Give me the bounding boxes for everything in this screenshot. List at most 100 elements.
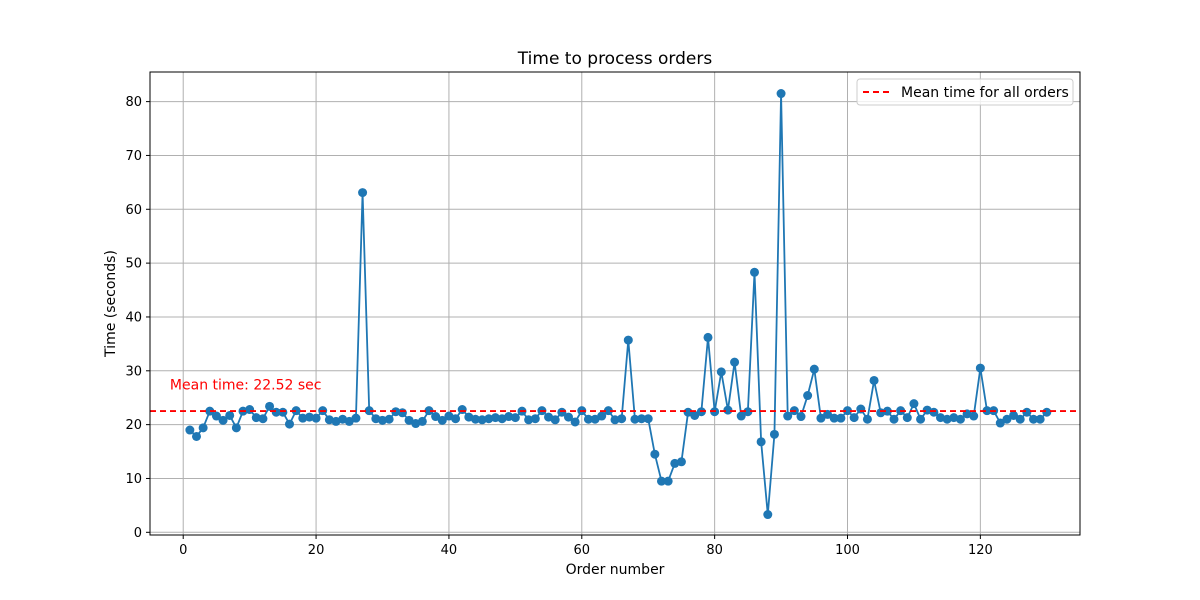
data-point — [823, 409, 833, 419]
data-point — [763, 510, 773, 520]
data-point — [995, 418, 1005, 428]
y-tick-label: 10 — [125, 472, 142, 487]
data-point — [776, 89, 786, 99]
grid — [150, 72, 1080, 535]
data-point — [211, 411, 221, 421]
data-point — [192, 431, 201, 441]
x-tick-label: 20 — [308, 543, 325, 558]
data-point — [490, 413, 500, 423]
data-point — [570, 417, 580, 427]
data-point — [829, 413, 839, 423]
data-point — [1002, 414, 1012, 424]
data-point — [564, 412, 573, 422]
x-tick-label: 40 — [441, 543, 458, 558]
y-tick-label: 60 — [125, 203, 142, 218]
data-point — [783, 411, 793, 421]
data-point — [869, 375, 879, 385]
data-point — [803, 391, 813, 401]
data-point — [225, 410, 235, 420]
legend-box — [856, 78, 1074, 106]
x-axis-label: Order number — [566, 562, 665, 578]
data-point — [258, 414, 268, 424]
data-point — [743, 407, 753, 417]
data-point — [358, 188, 368, 198]
legend: Mean time for all orders — [856, 78, 1074, 106]
data-point — [969, 411, 979, 421]
data-point — [849, 413, 859, 423]
data-point — [510, 413, 520, 423]
data-point — [909, 399, 919, 409]
data-point — [955, 414, 965, 424]
data-point — [351, 413, 361, 423]
data-point — [437, 415, 447, 425]
plot-frame — [149, 71, 1081, 536]
data-point — [524, 415, 534, 425]
data-point — [836, 413, 846, 423]
data-point — [1009, 410, 1019, 420]
data-point — [451, 414, 461, 424]
data-point — [916, 414, 926, 424]
data-point — [477, 415, 487, 425]
data-point — [291, 406, 301, 416]
data-point — [1015, 414, 1025, 424]
data-point — [650, 449, 660, 459]
data-point — [982, 406, 992, 416]
data-point — [1029, 414, 1038, 424]
y-tick-label: 0 — [134, 526, 142, 541]
chart-title: Time to process orders — [517, 49, 713, 69]
y-tick-label: 20 — [125, 418, 142, 433]
data-point — [185, 425, 195, 435]
data-point — [424, 406, 434, 416]
x-tick-label: 100 — [835, 543, 860, 558]
data-point — [676, 457, 686, 467]
data-point — [657, 476, 666, 486]
data-point — [245, 405, 255, 415]
data-point — [583, 414, 593, 424]
data-point — [550, 415, 560, 425]
data-point — [397, 408, 407, 418]
y-tick-label: 80 — [125, 95, 142, 110]
data-point — [889, 414, 899, 424]
plot-area — [150, 72, 1080, 535]
data-point — [610, 415, 620, 425]
data-point — [304, 412, 314, 422]
data-point — [231, 423, 241, 433]
data-point — [723, 405, 733, 415]
data-point — [929, 407, 939, 417]
data-point — [816, 413, 826, 423]
data-point — [557, 407, 567, 417]
data-point — [484, 414, 494, 424]
data-point — [504, 412, 514, 422]
y-axis-label: Time (seconds) — [103, 250, 119, 358]
data-point — [1042, 407, 1052, 417]
data-point — [690, 410, 700, 420]
data-point — [603, 406, 613, 416]
data-point — [809, 364, 819, 374]
data-point — [298, 413, 308, 423]
data-point — [1022, 407, 1032, 417]
data-point — [205, 406, 215, 416]
data-point — [1035, 414, 1045, 424]
data-point — [218, 415, 228, 425]
x-tick-label: 80 — [706, 543, 723, 558]
data-point — [796, 412, 806, 422]
data-point — [703, 332, 713, 342]
data-point — [856, 404, 866, 414]
data-point — [278, 407, 288, 417]
data-point — [623, 335, 633, 345]
data-point — [843, 406, 852, 416]
data-point — [643, 414, 653, 424]
x-tick-label: 60 — [574, 543, 591, 558]
y-tick-label: 70 — [125, 149, 142, 164]
data-point — [265, 401, 275, 411]
data-point — [630, 414, 640, 424]
data-point — [285, 419, 294, 429]
data-point — [417, 416, 427, 426]
data-point — [736, 411, 746, 421]
data-point — [975, 363, 985, 373]
data-point — [378, 415, 387, 425]
data-point — [251, 413, 261, 423]
data-point — [431, 412, 441, 422]
data-point — [637, 414, 647, 424]
data-point — [663, 476, 673, 486]
